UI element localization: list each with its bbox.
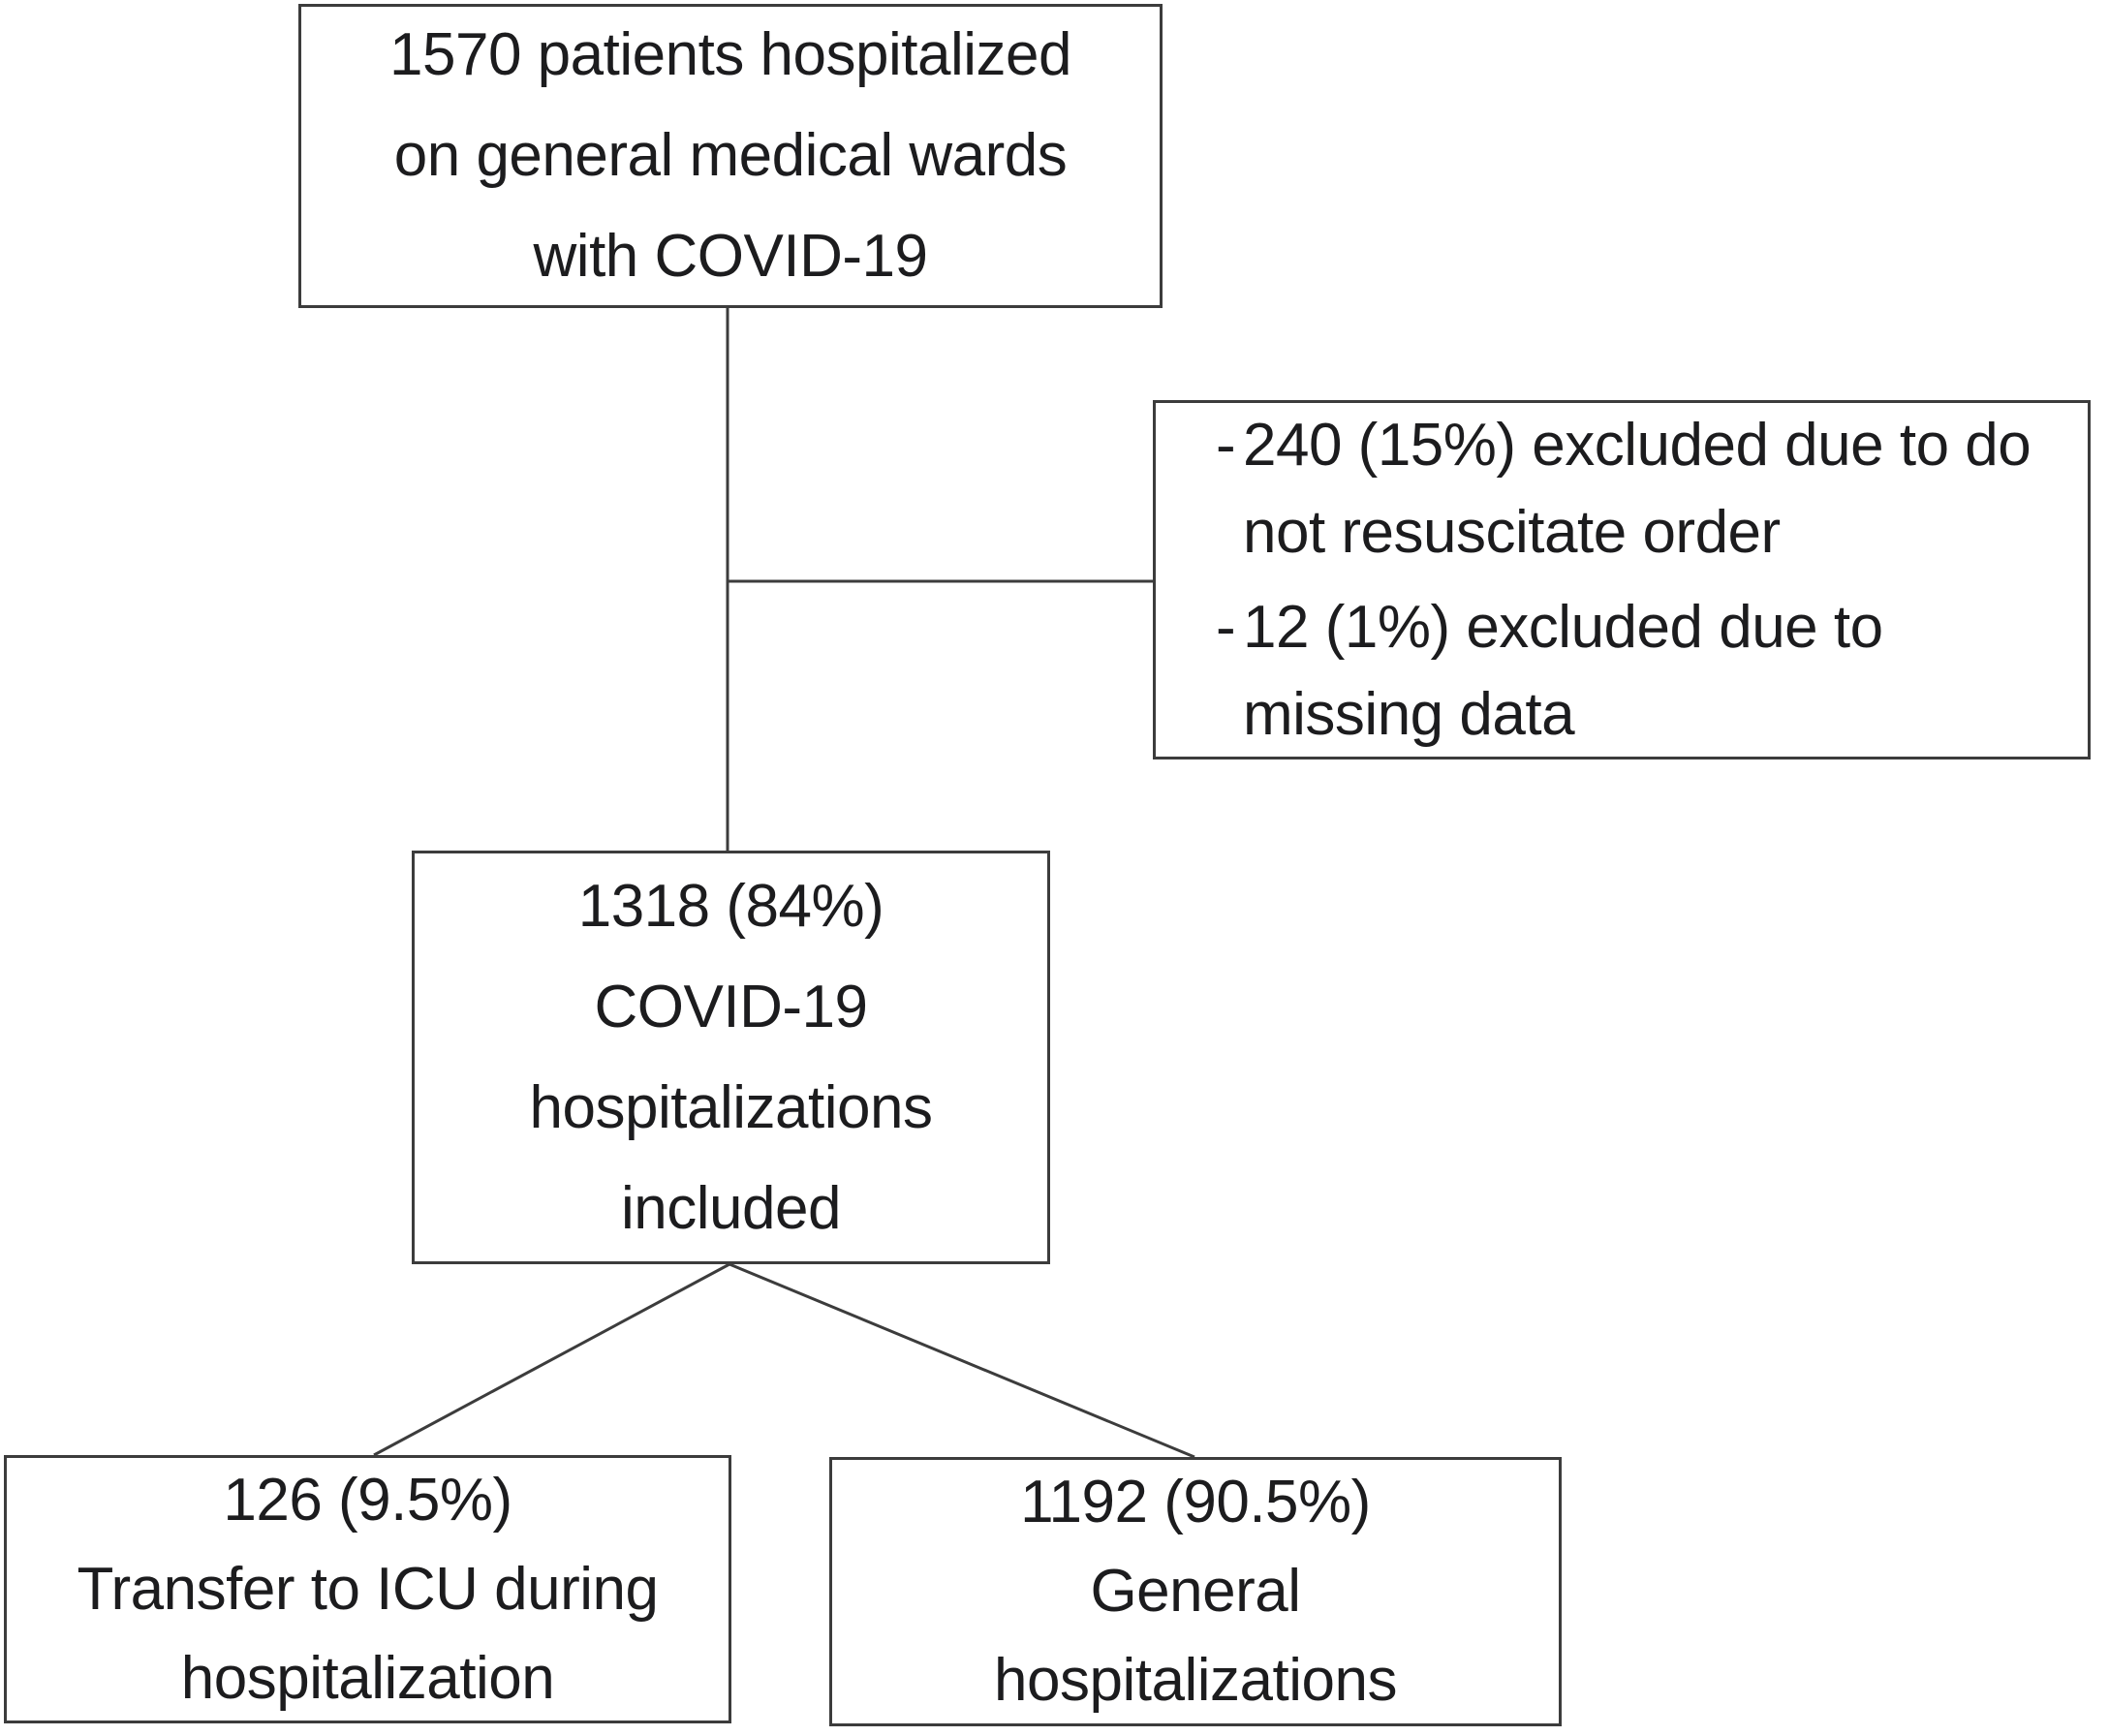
text-line: not resuscitate order xyxy=(1243,498,1781,566)
text-line: 12 (1%) excluded due to xyxy=(1243,593,1883,661)
box-excluded: - 240 (15%) excluded due to do not resus… xyxy=(1153,400,2091,760)
excluded-item: - 240 (15%) excluded due to do not resus… xyxy=(1156,402,2088,576)
text-line: with COVID-19 xyxy=(533,223,928,290)
text-line: hospitalization xyxy=(180,1644,555,1712)
bullet-dash: - xyxy=(1216,593,1236,661)
text-line: 240 (15%) excluded due to do xyxy=(1243,411,2031,479)
text-line: on general medical wards xyxy=(393,122,1068,189)
box-icu-transfer: 126 (9.5%) Transfer to ICU during hospit… xyxy=(4,1455,731,1723)
connector-included-to-icu xyxy=(373,1262,730,1457)
text-line: 126 (9.5%) xyxy=(223,1466,512,1534)
box-general: 1192 (90.5%) General hospitalizations xyxy=(829,1457,1562,1726)
text-line: 1570 patients hospitalized xyxy=(389,21,1071,88)
text-line: hospitalizations xyxy=(994,1647,1397,1714)
text-line: General xyxy=(1090,1558,1301,1625)
excluded-item: - 12 (1%) excluded due to missing data xyxy=(1156,584,2088,759)
excluded-item-text: 240 (15%) excluded due to do not resusci… xyxy=(1243,402,2088,576)
connector-included-to-general xyxy=(729,1262,1195,1459)
text-line: hospitalizations xyxy=(529,1073,933,1141)
text-line: missing data xyxy=(1243,680,1575,748)
text-line: COVID-19 xyxy=(594,973,868,1040)
box-included: 1318 (84%) COVID-19 hospitalizations inc… xyxy=(412,851,1050,1264)
excluded-item-text: 12 (1%) excluded due to missing data xyxy=(1243,584,2088,759)
text-line: included xyxy=(621,1174,841,1242)
text-line: Transfer to ICU during xyxy=(77,1555,659,1623)
text-line: 1318 (84%) xyxy=(577,872,884,940)
box-hospitalized: 1570 patients hospitalized on general me… xyxy=(298,4,1163,308)
text-line: 1192 (90.5%) xyxy=(1020,1469,1371,1535)
bullet-dash: - xyxy=(1216,411,1236,479)
